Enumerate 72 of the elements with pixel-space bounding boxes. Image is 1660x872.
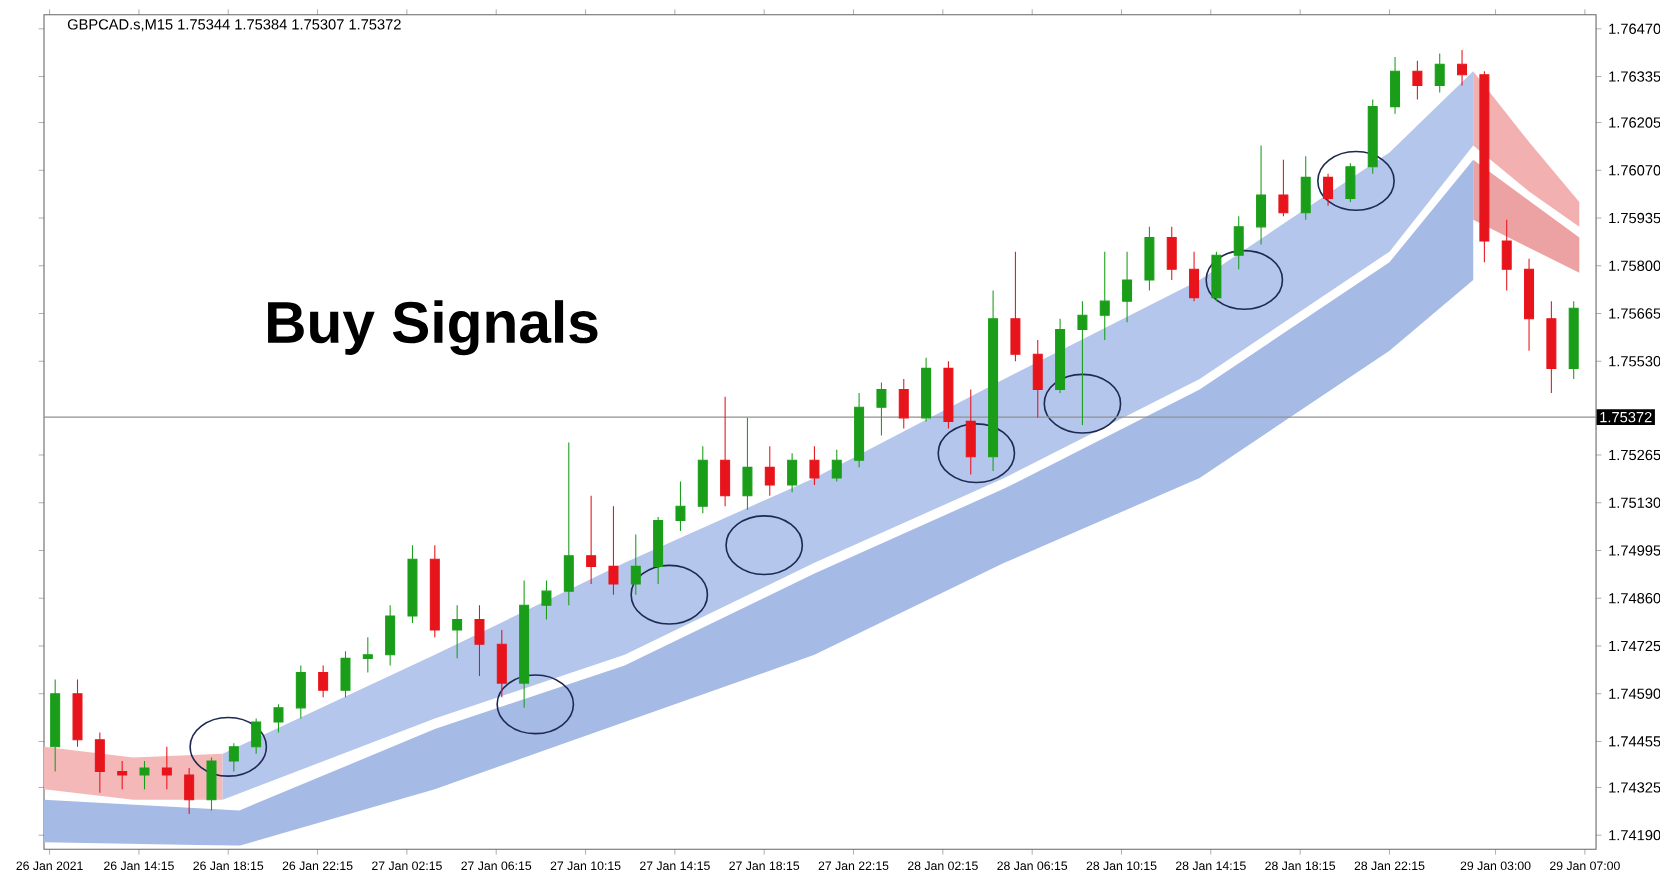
candlestick: [1055, 318, 1066, 394]
candlestick: [429, 544, 440, 638]
candlestick: [496, 629, 507, 698]
candlestick: [1323, 173, 1334, 207]
candlestick: [675, 480, 686, 532]
candlestick: [653, 516, 664, 585]
point: [725, 515, 804, 576]
candlestick: [1166, 226, 1177, 281]
candlestick: [1300, 155, 1311, 221]
candlestick: [50, 679, 61, 773]
candlestick: [1479, 70, 1490, 263]
candlestick: [1434, 53, 1445, 94]
candlestick: [541, 580, 552, 620]
candlestick: [72, 679, 83, 748]
candlestick: [385, 604, 396, 666]
candlestick: [563, 442, 574, 606]
candlestick: [630, 534, 641, 596]
candlestick: [474, 604, 485, 677]
candlestick: [184, 767, 195, 815]
candlestick: [206, 756, 217, 811]
candlestick: [1122, 251, 1133, 323]
candlestick: [764, 445, 775, 497]
candlestick: [117, 760, 128, 790]
candlestick: [921, 357, 932, 422]
candlestick: [1010, 251, 1021, 362]
candlestick: [1367, 99, 1378, 175]
candlestick: [831, 449, 842, 483]
candlestick: [876, 381, 887, 437]
candlestick: [1144, 226, 1155, 292]
candlestick: [519, 580, 530, 709]
candlestick: [318, 664, 329, 698]
candlestick: [94, 732, 105, 794]
candlestick: [1412, 60, 1423, 101]
candlestick: [1077, 300, 1088, 426]
candlestick: [139, 760, 150, 790]
point: [630, 564, 709, 625]
candlestick: [854, 392, 865, 468]
candlestick: [1278, 159, 1289, 217]
candlestick: [608, 505, 619, 596]
candlestick: [742, 417, 753, 511]
candlestick: [1211, 251, 1222, 302]
candlestick: [943, 360, 954, 429]
candlestick: [1457, 49, 1468, 86]
annotation: Buy Signals: [268, 300, 598, 356]
candlestick: [295, 664, 306, 720]
candlestick: [1189, 251, 1200, 302]
candlestick: [340, 650, 351, 698]
candlestick: [988, 289, 999, 472]
candlestick: [1568, 300, 1579, 380]
candlestick: [787, 452, 798, 493]
candlestick: [228, 742, 239, 773]
candlestick: [809, 445, 820, 486]
candlestick: [251, 717, 262, 755]
candlestick: [1032, 339, 1043, 419]
candlestick: [586, 495, 597, 585]
candlestick: [697, 445, 708, 514]
candlestick: [1099, 251, 1110, 341]
candlestick: [1546, 300, 1557, 394]
candlestick: [1390, 56, 1401, 115]
candlestick: [362, 636, 373, 674]
candlestick: [898, 378, 909, 429]
candlestick: [1256, 144, 1267, 246]
candlestick: [1233, 215, 1244, 270]
candlestick: [452, 604, 463, 659]
candlestick: [273, 703, 284, 734]
candlestick: [1524, 258, 1535, 352]
candlestick: [1345, 162, 1356, 203]
candlestick: [407, 544, 418, 624]
candlestick: [161, 746, 172, 790]
candlestick: [1501, 219, 1512, 292]
candlestick: [720, 396, 731, 507]
candlestick: [965, 389, 976, 475]
